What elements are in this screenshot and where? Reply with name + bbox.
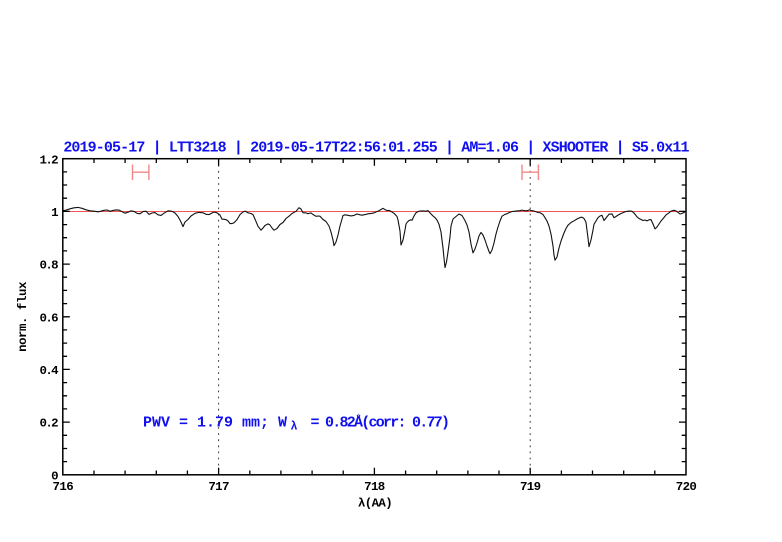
- svg-text:λ: λ: [291, 421, 298, 434]
- svg-text:0.4: 0.4: [39, 364, 59, 378]
- svg-text:λ(AA): λ(AA): [358, 497, 392, 511]
- svg-text:2019-05-17 | LTT3218 | 2019-05: 2019-05-17 | LTT3218 | 2019-05-17T22:56:…: [63, 139, 689, 156]
- svg-text:0.8: 0.8: [39, 259, 58, 273]
- svg-text:PWV = 1.79 mm; W: PWV = 1.79 mm; W: [143, 415, 287, 432]
- svg-text:0.2: 0.2: [39, 417, 58, 431]
- svg-text:716: 716: [53, 480, 74, 494]
- svg-text:718: 718: [364, 480, 385, 494]
- svg-text:717: 717: [208, 480, 229, 494]
- svg-text:norm. flux: norm. flux: [16, 281, 30, 352]
- svg-text:0.6: 0.6: [39, 311, 58, 325]
- svg-text:719: 719: [520, 480, 541, 494]
- svg-text:1: 1: [51, 206, 58, 220]
- svg-text:= 0.82Å(corr: 0.77): = 0.82Å(corr: 0.77): [311, 415, 449, 432]
- svg-text:1.2: 1.2: [39, 153, 58, 167]
- svg-text:0: 0: [51, 469, 58, 483]
- svg-text:720: 720: [676, 480, 697, 494]
